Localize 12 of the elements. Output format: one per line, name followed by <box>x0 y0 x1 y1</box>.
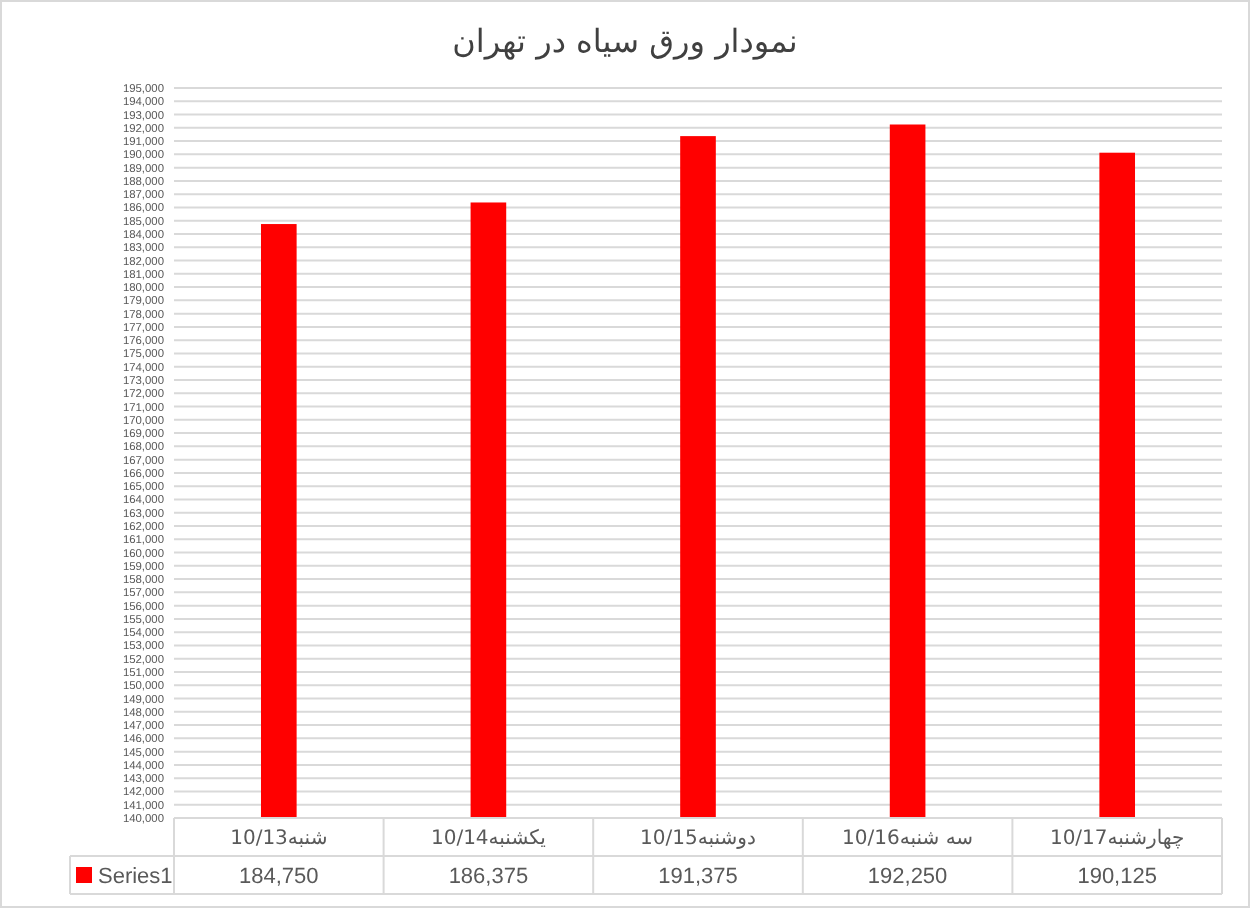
data-label: 186,375 <box>448 864 529 889</box>
x-tick-label: دوشنبه10/15 <box>640 828 756 850</box>
data-label: 190,125 <box>1077 864 1157 889</box>
legend-label: Series1 <box>98 864 173 889</box>
data-label: 192,250 <box>867 864 948 889</box>
data-label: 191,375 <box>658 864 738 889</box>
x-tick-label: شنبه10/13 <box>230 828 328 850</box>
x-tick-label: سه شنبه10/16 <box>842 828 974 850</box>
x-tick-label: یکشنبه10/14 <box>430 828 547 850</box>
x-tick-label: چهارشنبه10/17 <box>1049 828 1185 850</box>
chart-title: نمودار ورق سیاه در تهران <box>452 22 798 60</box>
data-label: 184,750 <box>239 864 319 889</box>
